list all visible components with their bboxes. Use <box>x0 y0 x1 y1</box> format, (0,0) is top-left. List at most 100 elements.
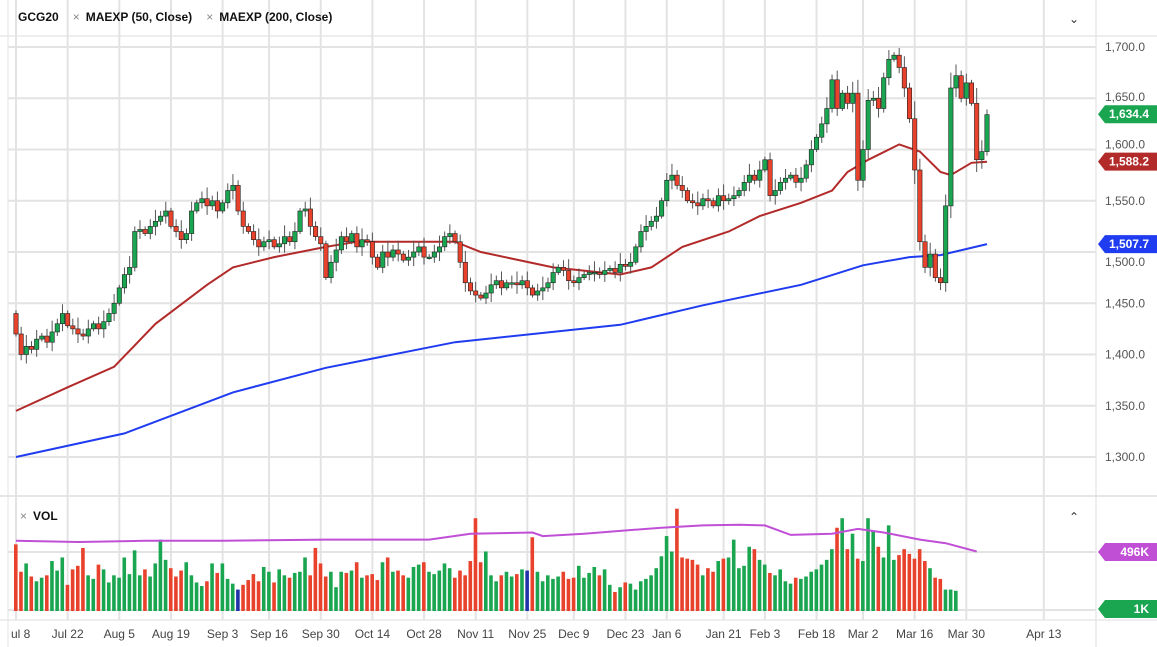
candle <box>710 197 716 209</box>
candle <box>917 158 923 251</box>
candle-body <box>276 243 282 248</box>
candle-body <box>834 79 840 109</box>
candle-body <box>473 290 479 296</box>
candle-body <box>437 246 443 253</box>
candle <box>369 232 375 265</box>
volume-bar <box>793 577 798 611</box>
candle-body <box>550 272 556 284</box>
candle-body <box>183 233 189 241</box>
price-tick-label: 1,550.0 <box>1105 194 1145 208</box>
remove-icon[interactable]: × <box>72 10 80 24</box>
time-tick-label: Mar 16 <box>896 627 934 641</box>
candle <box>932 248 938 282</box>
candle-body <box>679 185 685 191</box>
volume-bar <box>923 561 927 611</box>
volume-ma-tag-text: 496K <box>1120 545 1149 559</box>
volume-bar <box>44 575 49 611</box>
indicator-ma50[interactable]: × MAEXP (50, Close) <box>73 10 193 24</box>
candle <box>442 231 448 251</box>
candle-body <box>147 226 153 234</box>
time-tick-label: Mar 2 <box>848 627 879 641</box>
volume-bar <box>489 575 493 611</box>
candle <box>39 332 45 342</box>
candle-body <box>225 190 231 204</box>
candle <box>96 316 102 335</box>
candle-body <box>715 195 721 207</box>
candle <box>282 225 288 253</box>
candle <box>535 283 541 301</box>
volume-bar <box>179 570 183 611</box>
volume-bar <box>592 566 597 611</box>
indicator-ma200[interactable]: × MAEXP (200, Close) <box>206 10 332 24</box>
candle <box>566 259 572 290</box>
volume-bar <box>757 559 762 611</box>
candle-body <box>364 239 370 243</box>
candle <box>297 207 303 234</box>
volume-bar <box>385 557 390 611</box>
volume-bar <box>349 570 354 611</box>
candle-body <box>865 100 871 150</box>
candle-body <box>90 323 96 330</box>
candle-body <box>39 335 45 340</box>
candle-body <box>220 202 226 212</box>
volume-bar <box>551 578 555 611</box>
candle <box>276 236 282 253</box>
candle <box>829 74 835 113</box>
candle <box>338 231 344 255</box>
volume-bar <box>866 518 870 611</box>
volume-bar <box>236 589 240 611</box>
candle <box>638 224 644 253</box>
candle <box>948 72 954 219</box>
candle-body <box>111 302 117 314</box>
chevron-down-icon[interactable]: ⌄ <box>1068 12 1079 26</box>
candle-body <box>860 149 866 181</box>
candle <box>752 170 758 185</box>
candle-body <box>152 220 158 227</box>
candle-body <box>137 229 143 232</box>
candle <box>127 256 133 284</box>
volume-bar <box>34 581 39 611</box>
price-tick-label: 1,600.0 <box>1105 138 1145 152</box>
volume-bar <box>850 533 855 611</box>
volume-bar <box>799 578 803 611</box>
candle <box>803 159 809 183</box>
candle-body <box>65 313 71 327</box>
volume-bar <box>623 582 628 611</box>
volume-bar <box>824 559 829 611</box>
volume-bar <box>938 578 943 611</box>
candle-body <box>54 323 60 333</box>
time-tick-label: ul 8 <box>11 627 31 641</box>
candle <box>798 166 804 192</box>
volume-bar <box>747 546 752 611</box>
candle-body <box>845 92 851 104</box>
candle <box>292 222 298 250</box>
remove-icon[interactable]: × <box>20 509 28 523</box>
candle-body <box>442 236 448 248</box>
candle-body <box>132 231 138 268</box>
candle-body <box>617 263 623 273</box>
time-tick-label: Aug 19 <box>152 627 190 641</box>
volume-bar <box>277 569 282 611</box>
candle-body <box>240 210 246 227</box>
volume-bar <box>473 518 478 611</box>
chevron-up-icon[interactable]: ⌃ <box>1068 510 1079 524</box>
candle-body <box>638 231 644 248</box>
candle <box>194 199 200 214</box>
time-tick-label: Nov 11 <box>457 627 494 641</box>
volume-bar <box>360 577 364 611</box>
volume-bar <box>861 561 865 611</box>
candle <box>969 79 975 106</box>
volume-bar <box>158 539 163 611</box>
remove-icon[interactable]: × <box>206 10 214 24</box>
candle-body <box>34 338 40 350</box>
candle <box>581 271 587 281</box>
volume-bar <box>437 570 442 611</box>
candle-body <box>75 328 81 335</box>
volume-bar <box>106 582 111 611</box>
candle-body <box>684 190 690 202</box>
volume-bar <box>835 527 839 611</box>
candle <box>777 177 783 195</box>
candle <box>287 231 293 246</box>
volume-bar <box>447 568 452 611</box>
